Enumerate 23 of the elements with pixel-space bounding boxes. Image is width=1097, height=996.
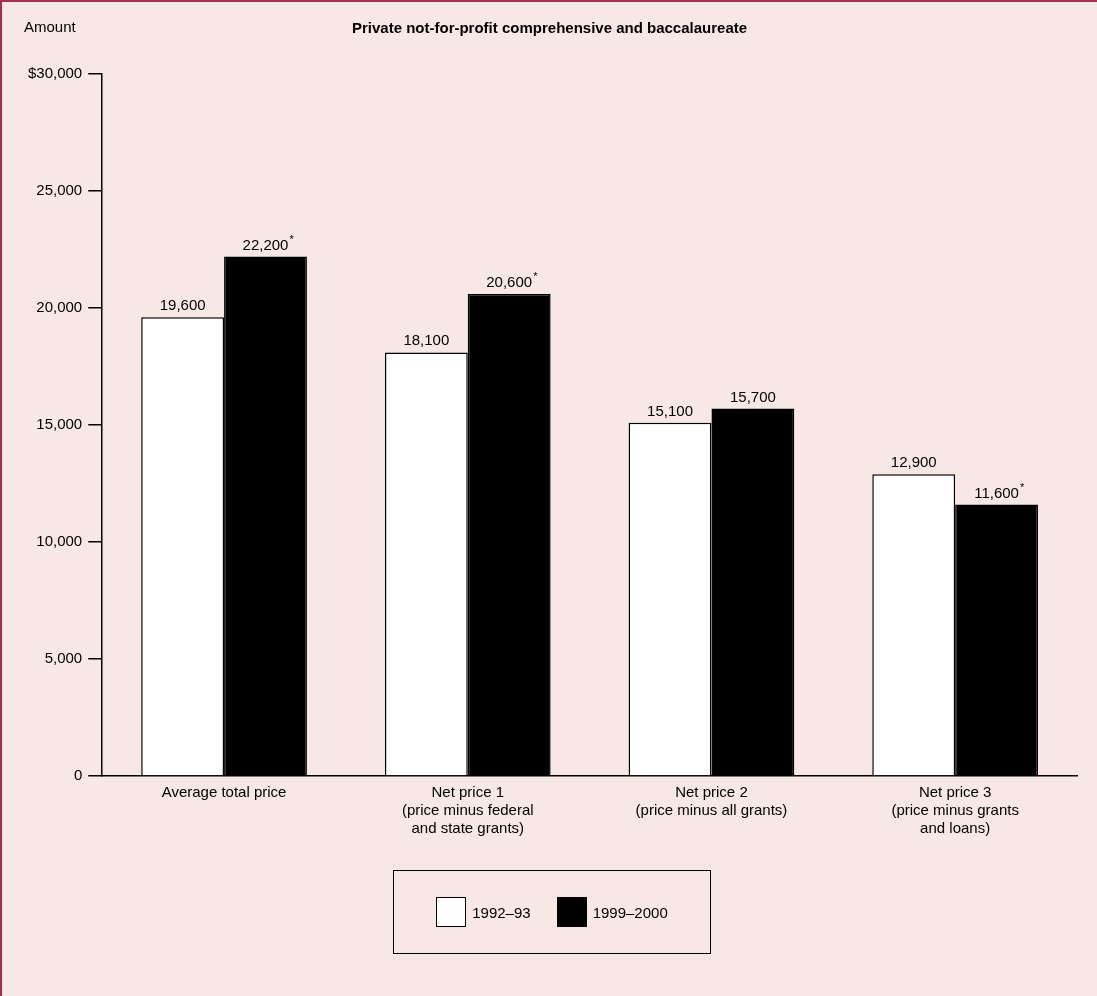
x-tick-label: Average total price: [161, 783, 287, 801]
data-label: 15,100: [647, 401, 693, 419]
data-label: 19,600: [159, 296, 206, 314]
y-axis-title: Amount: [24, 18, 77, 36]
data-label: 12,900: [890, 453, 937, 471]
x-tick-label: Net price 2 (price minus all grants): [635, 783, 788, 819]
data-label: 11,600*: [974, 480, 1025, 501]
chart-title: Private not-for-profit comprehensive and baccalaureate: [351, 19, 748, 37]
y-tick-label: 25,000: [36, 181, 83, 199]
y-tick-label: 20,000: [36, 298, 83, 316]
data-label: 15,700: [729, 387, 776, 405]
data-label: 20,600*: [486, 269, 539, 290]
y-tick-label: 0: [73, 766, 83, 784]
y-tick-label: $30,000: [27, 64, 83, 82]
y-tick-label: 5,000: [44, 649, 83, 667]
y-tick-label: 15,000: [36, 415, 83, 433]
x-tick-label: Net price 1 (price minus federal and state grants): [401, 783, 534, 837]
legend-label: 1992–93: [472, 903, 531, 921]
legend-label: 1999–2000: [592, 903, 668, 921]
data-label: 18,100: [403, 331, 450, 349]
x-tick-label: Net price 3 (price minus grants and loans): [891, 783, 1019, 837]
y-tick-label: 10,000: [36, 532, 83, 550]
data-label: 22,200*: [242, 232, 295, 253]
